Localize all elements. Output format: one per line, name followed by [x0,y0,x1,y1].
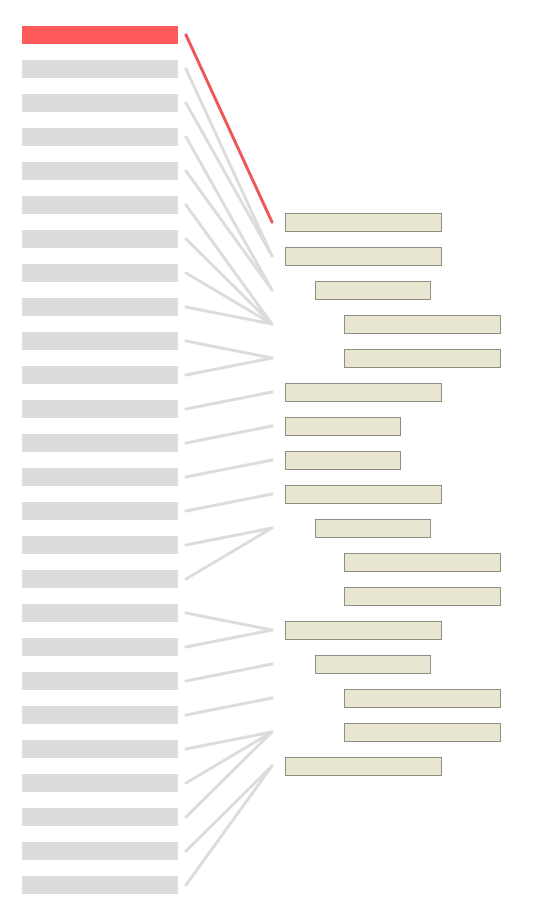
right-box [285,451,401,470]
left-bar [22,570,178,588]
left-bar [22,638,178,656]
connector-line [184,526,274,547]
right-box [285,485,442,504]
left-bar [22,468,178,486]
right-box [344,349,501,368]
left-bar [22,400,178,418]
connector-line [184,662,274,683]
connector-line [184,305,274,326]
connector-line [184,67,274,258]
left-bar [22,774,178,792]
connector-lines [184,33,274,887]
left-bar [22,876,178,894]
connector-line [184,271,274,326]
connector-line [184,611,274,632]
connector-line [184,424,274,445]
left-bar [22,332,178,350]
right-box [315,281,431,300]
right-box [285,621,442,640]
left-bar [22,808,178,826]
left-bar [22,162,178,180]
connector-line [184,339,274,360]
connector-line [184,492,274,513]
left-bar [22,264,178,282]
right-box [344,689,501,708]
connector-line [184,169,274,292]
connector-line [184,628,274,649]
right-box [344,723,501,742]
connector-line [184,390,274,411]
connector-line [184,696,274,717]
connector-line [184,764,274,853]
right-box [344,315,501,334]
connector-line [184,203,274,326]
right-box [285,383,442,402]
left-bar [22,536,178,554]
right-box [285,417,401,436]
left-bar [22,196,178,214]
connector-line [184,730,274,785]
left-bar [22,672,178,690]
connector-line [184,526,274,581]
right-box [315,655,431,674]
left-bar [22,94,178,112]
right-box [344,553,501,572]
connector-line [184,101,274,258]
right-box [285,213,442,232]
connector-line [184,764,274,887]
connector-line [184,458,274,479]
connector-line [184,730,274,751]
left-bar-column [22,26,178,894]
left-bar [22,366,178,384]
connector-line [184,730,274,819]
right-box [315,519,431,538]
connector-line [184,33,274,224]
left-bar [22,604,178,622]
right-box-column [285,213,501,776]
left-bar [22,128,178,146]
left-bar [22,502,178,520]
left-bar [22,60,178,78]
left-bar [22,842,178,860]
left-bar [22,298,178,316]
right-box [285,757,442,776]
left-bar [22,740,178,758]
left-bar-highlighted [22,26,178,44]
connector-line [184,135,274,292]
right-box [285,247,442,266]
connector-line [184,356,274,377]
left-bar [22,706,178,724]
left-bar [22,434,178,452]
connector-line [184,237,274,326]
left-bar [22,230,178,248]
right-box [344,587,501,606]
